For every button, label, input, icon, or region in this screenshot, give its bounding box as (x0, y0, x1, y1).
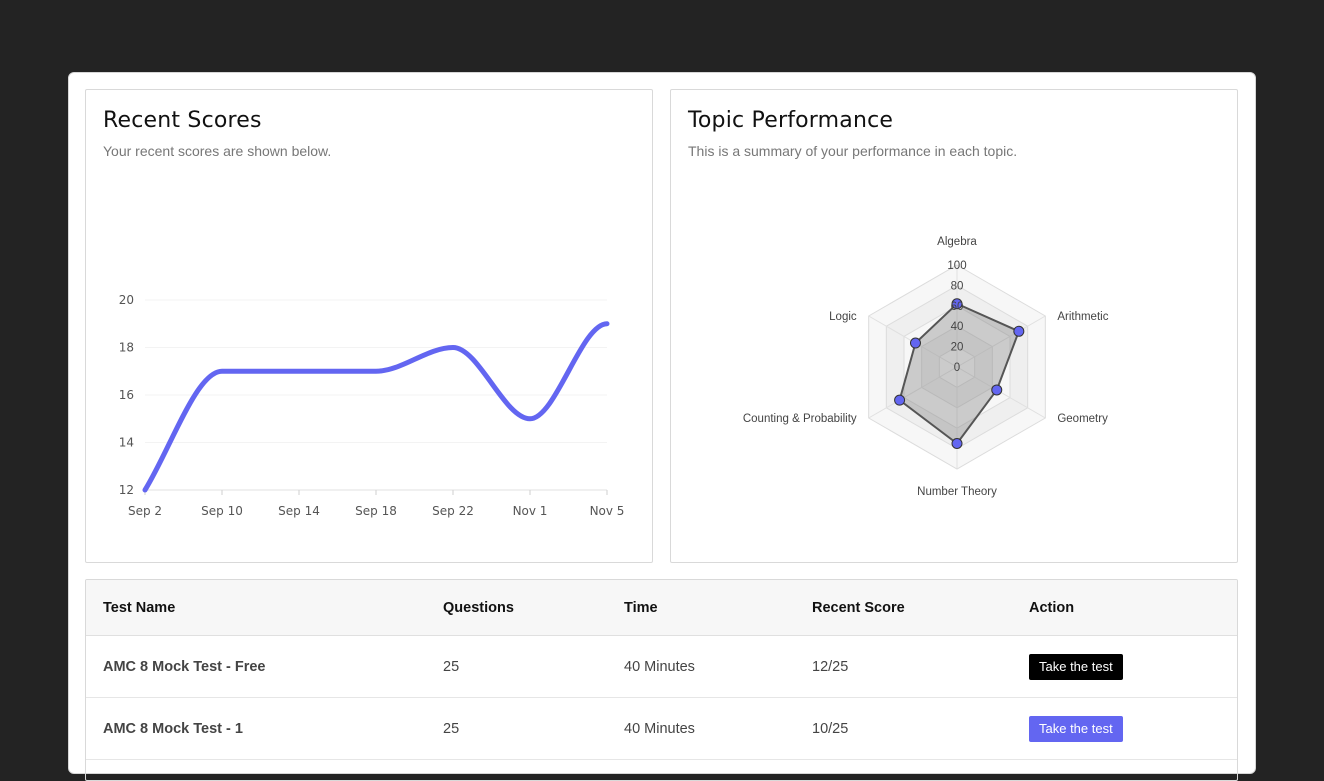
take-test-button[interactable]: Take the test (1029, 715, 1123, 742)
score-cell: 10/25 (812, 697, 1029, 760)
header-action: Action (1029, 580, 1237, 636)
y-tick-label: 20 (119, 293, 134, 307)
tests-table: Test Name Questions Time Recent Score Ac… (86, 580, 1237, 760)
test-name-cell: AMC 8 Mock Test - 1 (86, 697, 443, 760)
radar-category-label: Number Theory (917, 486, 997, 498)
header-recent-score: Recent Score (812, 580, 1029, 636)
radar-category-label: Counting & Probability (743, 413, 857, 425)
radar-spoke (868, 366, 958, 419)
take-test-button[interactable]: Take the test (1029, 653, 1123, 680)
y-tick-label: 12 (119, 483, 134, 497)
radar-spoke (956, 315, 1046, 368)
time-cell: 40 Minutes (624, 697, 812, 760)
table-header-row: Test Name Questions Time Recent Score Ac… (86, 580, 1237, 636)
x-tick-label: Sep 10 (201, 504, 243, 518)
y-tick-label: 18 (119, 341, 134, 355)
radar-tick-label: 80 (951, 280, 964, 292)
radar-tick-label: 40 (951, 321, 964, 333)
recent-scores-title: Recent Scores (103, 108, 262, 133)
y-tick-label: 14 (119, 436, 134, 450)
radar-data-point (951, 438, 963, 449)
radar-category-label: Algebra (937, 236, 977, 248)
x-tick-label: Sep 22 (432, 504, 474, 518)
topic-performance-chart: 0 20 40 60 80 100 Algebra Arithmetic Geometry Num… (743, 236, 1109, 498)
topic-performance-subtitle: This is a summary of your performance in… (688, 143, 1018, 159)
radar-category-label: Arithmetic (1057, 311, 1108, 323)
radar-data-point (894, 394, 906, 406)
questions-cell: 25 (443, 697, 624, 760)
time-cell: 40 Minutes (624, 635, 812, 698)
header-time: Time (624, 580, 812, 636)
x-tick-label: Nov 1 (513, 504, 548, 518)
radar-tick-label: 100 (947, 260, 966, 272)
recent-scores-card: Recent Scores Your recent scores are sho… (85, 89, 653, 563)
radar-data-point (951, 298, 963, 310)
radar-tick-label: 0 (954, 362, 960, 374)
radar-data-point (991, 384, 1003, 396)
header-test-name: Test Name (86, 580, 443, 636)
x-tick-label: Nov 5 (590, 504, 625, 518)
questions-cell: 25 (443, 635, 624, 698)
x-tick-label: Sep 14 (278, 504, 320, 518)
radar-data-point (1013, 325, 1025, 337)
score-series-line (142, 321, 610, 493)
score-cell: 12/25 (812, 635, 1029, 698)
x-tick-label: Sep 18 (355, 504, 397, 518)
action-cell: Take the test (1029, 697, 1237, 760)
radar-tick-label: 60 (951, 301, 964, 313)
dashboard-panel: Recent Scores Your recent scores are sho… (68, 72, 1256, 781)
x-tick-label: Sep 2 (128, 504, 162, 518)
radar-tick-label: 20 (951, 342, 964, 354)
header-questions: Questions (443, 580, 624, 636)
tests-table-card: Test Name Questions Time Recent Score Ac… (85, 579, 1238, 781)
radar-category-label: Logic (829, 311, 857, 323)
radar-category-label: Geometry (1057, 413, 1108, 425)
test-name-cell: AMC 8 Mock Test - Free (86, 635, 443, 698)
recent-scores-chart: 12 14 16 18 20 Sep 2 Sep 10 Sep 14 Sep 18 Sep 22 N… (119, 293, 625, 518)
recent-scores-subtitle: Your recent scores are shown below. (103, 143, 332, 159)
y-tick-label: 16 (119, 388, 134, 402)
table-row: AMC 8 Mock Test - 1 25 40 Minutes 10/25 … (86, 697, 1237, 760)
topic-performance-title: Topic Performance (688, 108, 894, 133)
table-row: AMC 8 Mock Test - Free 25 40 Minutes 12/… (86, 635, 1237, 698)
action-cell: Take the test (1029, 635, 1237, 698)
radar-data-point (909, 337, 921, 349)
topic-performance-card: Topic Performance This is a summary of y… (670, 89, 1238, 563)
